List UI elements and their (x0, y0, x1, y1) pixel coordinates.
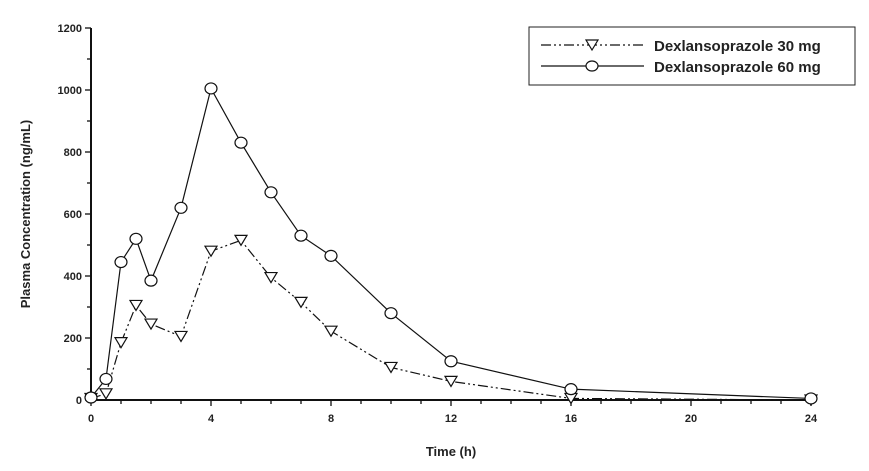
data-point-circle (384, 307, 398, 320)
x-tick-label: 12 (445, 413, 457, 425)
data-point-circle (324, 249, 338, 262)
data-point-triangle (293, 296, 309, 309)
y-tick-label: 1200 (58, 23, 82, 35)
x-tick-label: 20 (685, 413, 697, 425)
data-point-triangle (443, 375, 459, 388)
x-axis-title: Time (h) (426, 444, 476, 459)
legend-box (528, 26, 856, 86)
data-point-circle (234, 136, 248, 149)
data-point-triangle (263, 271, 279, 284)
data-point-triangle (113, 337, 129, 349)
data-point-triangle (98, 388, 114, 400)
x-tick-label: 4 (208, 413, 215, 425)
data-point-circle (804, 392, 818, 405)
x-tick-label: 0 (88, 413, 94, 425)
legend-label-60mg: Dexlansoprazole 60 mg (654, 59, 821, 76)
series-layer (83, 82, 819, 407)
data-point-circle (129, 232, 143, 245)
data-point-triangle (128, 299, 144, 312)
y-tick-label: 800 (64, 147, 82, 159)
data-point-circle (144, 274, 158, 287)
data-point-circle (204, 82, 218, 95)
data-point-triangle (233, 234, 249, 247)
data-point-triangle (383, 361, 399, 374)
series-line-1 (90, 86, 812, 400)
data-point-circle (264, 186, 278, 199)
legend-marker-triangle-icon (584, 39, 600, 52)
y-tick-label: 1000 (58, 85, 82, 97)
legend-label-30mg: Dexlansoprazole 30 mg (654, 38, 821, 55)
data-point-circle (444, 355, 458, 368)
legend: Dexlansoprazole 30 mg Dexlansoprazole 60… (528, 26, 856, 86)
legend-marker-circle-icon (585, 60, 599, 72)
data-point-triangle (173, 330, 189, 343)
x-tick-label: 8 (328, 413, 334, 425)
series-line-0 (90, 239, 812, 401)
y-tick-label: 200 (64, 333, 82, 345)
axes: 0 200 400 600 800 1000 1200 0 4 8 12 16 20 24 (58, 23, 818, 425)
data-point-circle (84, 391, 98, 404)
data-point-circle (174, 201, 188, 214)
data-point-triangle (143, 318, 159, 331)
data-point-circle (564, 383, 578, 396)
data-point-triangle (203, 245, 219, 258)
x-tick-label: 16 (565, 413, 577, 425)
x-tick-label: 24 (805, 413, 818, 425)
data-point-circle (99, 372, 113, 386)
y-tick-label: 400 (64, 271, 82, 283)
data-point-circle (294, 229, 308, 242)
y-tick-label: 0 (76, 395, 82, 407)
y-axis-title: Plasma Concentration (ng/mL) (18, 120, 33, 309)
data-point-circle (114, 255, 128, 269)
y-tick-label: 600 (64, 209, 82, 221)
data-point-triangle (323, 325, 339, 338)
